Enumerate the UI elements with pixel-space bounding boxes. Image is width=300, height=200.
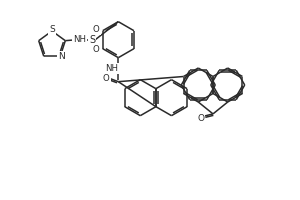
Text: O: O bbox=[103, 74, 110, 83]
Text: S: S bbox=[89, 35, 95, 45]
Text: S: S bbox=[49, 25, 55, 34]
Text: O: O bbox=[93, 45, 100, 54]
Text: O: O bbox=[197, 114, 205, 123]
Text: NH: NH bbox=[73, 35, 86, 44]
Text: O: O bbox=[93, 25, 100, 34]
Text: NH: NH bbox=[105, 64, 118, 73]
Text: N: N bbox=[58, 52, 64, 61]
